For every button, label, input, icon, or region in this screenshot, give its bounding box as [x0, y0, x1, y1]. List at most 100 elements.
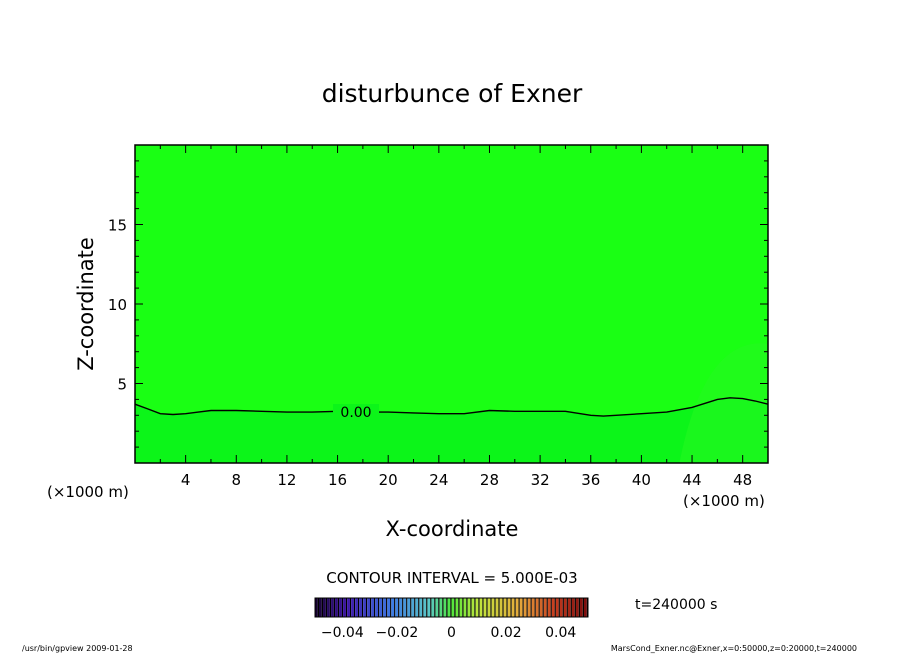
colorbar-cell — [411, 598, 415, 617]
colorbar-separator — [321, 598, 324, 617]
x-tick-label: 32 — [531, 471, 550, 489]
colorbar-cell — [347, 598, 350, 617]
x-tick-label: 36 — [581, 471, 600, 489]
colorbar-cell — [435, 598, 439, 617]
colorbar-cell — [339, 598, 342, 617]
colorbar-frame — [314, 597, 589, 618]
colorbar-separator — [317, 598, 320, 617]
colorbar-cell — [507, 598, 511, 617]
x-unit-left: (×1000 m) — [47, 483, 129, 501]
x-tick-label: 16 — [328, 471, 347, 489]
colorbar-separator — [518, 598, 520, 617]
colorbar-cell — [443, 598, 447, 617]
contour-line-zero — [134, 397, 769, 417]
colorbar-cell — [575, 598, 579, 617]
colorbar-cell — [323, 598, 326, 617]
colorbar-cell — [355, 598, 358, 617]
colorbar-cell — [343, 598, 346, 617]
colorbar-separator — [394, 598, 396, 617]
colorbar-separator — [466, 598, 468, 617]
x-tick-label: 40 — [632, 471, 651, 489]
colorbar-separator — [522, 598, 524, 617]
colorbar-separator — [446, 598, 448, 617]
colorbar-cell — [571, 598, 575, 617]
colorbar-separator — [490, 598, 492, 617]
colorbar-cell — [383, 598, 387, 617]
colorbar-separator — [566, 598, 568, 617]
colorbar-separator — [402, 598, 404, 617]
chart-title: disturbunce of Exner — [322, 79, 583, 108]
colorbar-separator — [378, 598, 380, 617]
colorbar-cell — [327, 598, 330, 617]
colorbar-cell — [547, 598, 551, 617]
y-tick-label: 5 — [117, 376, 127, 394]
colorbar-separator — [582, 598, 584, 617]
colorbar-cell — [527, 598, 531, 617]
colorbar-separator — [438, 598, 440, 617]
colorbar-cell — [371, 598, 375, 617]
x-tick-label: 24 — [429, 471, 448, 489]
footer-right: MarsCond_Exner.nc@Exner,x=0:50000,z=0:20… — [611, 644, 857, 653]
colorbar-separator — [398, 598, 400, 617]
colorbar-cell — [499, 598, 503, 617]
colorbar-separator — [458, 598, 460, 617]
colorbar-cell — [555, 598, 559, 617]
colorbar-separator — [450, 598, 452, 617]
footer-left: /usr/bin/gpview 2009-01-28 — [22, 644, 133, 653]
colorbar-separator — [349, 598, 352, 617]
colorbar-separator — [333, 598, 336, 617]
colorbar-cell — [463, 598, 467, 617]
colorbar-cell — [583, 598, 587, 617]
colorbar-cell — [503, 598, 507, 617]
colorbar-separator — [498, 598, 500, 617]
colorbar-cell — [479, 598, 483, 617]
x-tick-label: 20 — [379, 471, 398, 489]
colorbar-cell — [379, 598, 383, 617]
y-tick-label: 15 — [108, 217, 127, 235]
colorbar-cell — [427, 598, 431, 617]
colorbar-separator — [494, 598, 496, 617]
colorbar-cell — [515, 598, 519, 617]
colorbar-cell — [447, 598, 451, 617]
time-label: t=240000 s — [635, 597, 717, 613]
colorbar-cell — [423, 598, 427, 617]
colorbar-cell — [511, 598, 515, 617]
colorbar-separator — [534, 598, 536, 617]
colorbar-separator — [325, 598, 328, 617]
colorbar-separator — [430, 598, 432, 617]
colorbar-cell — [567, 598, 571, 617]
x-tick-label: 12 — [277, 471, 296, 489]
x-axis-ticks: 4 8 12 16 20 24 28 32 36 40 44 48 — [159, 145, 752, 489]
contour-label-bg — [333, 404, 379, 420]
colorbar-cell — [335, 598, 338, 617]
colorbar-cell — [415, 598, 419, 617]
colorbar-separator — [410, 598, 412, 617]
colorbar-separator — [329, 598, 332, 617]
colorbar-cell — [359, 598, 362, 617]
colorbar-tick-label: −0.04 — [321, 625, 364, 641]
plot-area: 0.00 — [134, 144, 769, 464]
colorbar-separator — [554, 598, 556, 617]
colorbar-separator — [386, 598, 388, 617]
contour-label: 0.00 — [340, 405, 371, 421]
colorbar-cell — [579, 598, 583, 617]
colorbar-cell — [491, 598, 495, 617]
colorbar-separator — [470, 598, 472, 617]
colorbar-cell — [471, 598, 475, 617]
colorbar-separator — [365, 598, 368, 617]
colorbar-separator — [486, 598, 488, 617]
colorbar-separator — [370, 598, 372, 617]
colorbar-separator — [454, 598, 456, 617]
colorbar-separator — [514, 598, 516, 617]
x-tick-label: 28 — [480, 471, 499, 489]
colorbar-separator — [574, 598, 576, 617]
colorbar-separator — [506, 598, 508, 617]
colorbar-separator — [558, 598, 560, 617]
colorbar-cell — [455, 598, 459, 617]
colorbar-separator — [542, 598, 544, 617]
colorbar-separator — [374, 598, 376, 617]
colorbar-cell — [551, 598, 555, 617]
colorbar-cell — [407, 598, 411, 617]
colorbar-cell — [563, 598, 567, 617]
